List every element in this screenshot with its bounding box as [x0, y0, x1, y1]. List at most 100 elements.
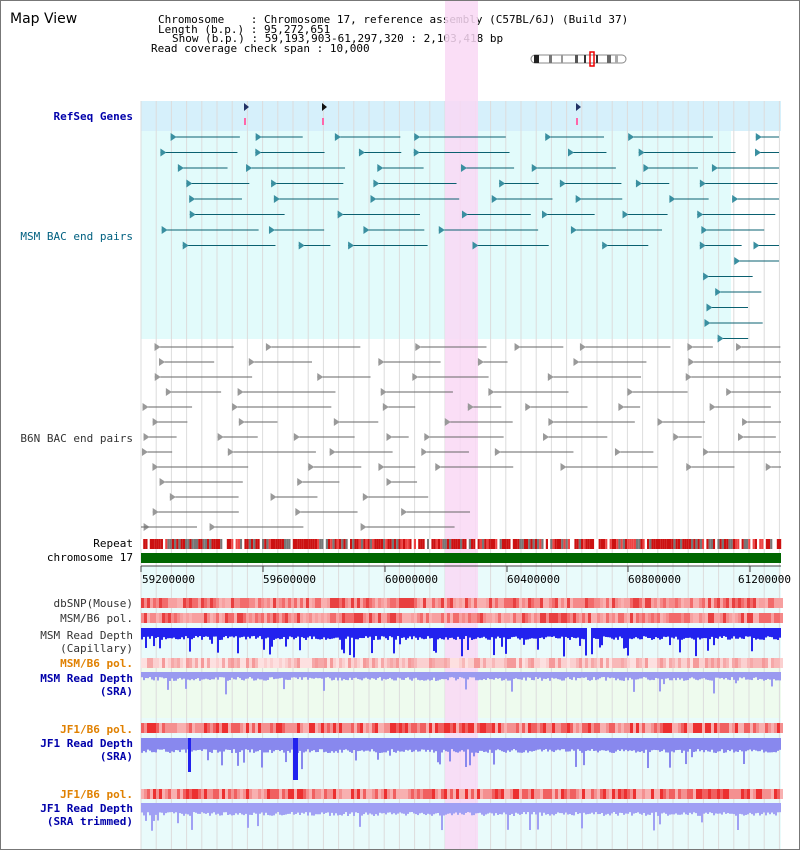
polymorphism-mark: [180, 613, 183, 623]
polymorphism-mark: [198, 789, 201, 799]
read-depth-bar: [689, 738, 691, 750]
read-depth-bar: [229, 803, 231, 815]
read-depth-bar: [499, 803, 501, 815]
polymorphism-mark: [156, 658, 159, 668]
read-depth-bar: [471, 628, 473, 640]
polymorphism-mark: [477, 723, 480, 733]
chromosome-ideogram: [530, 54, 627, 64]
track-label-refseq[interactable]: RefSeq Genes: [53, 110, 133, 123]
track-label-dbsnp[interactable]: dbSNP(Mouse): [53, 597, 133, 610]
polymorphism-mark: [621, 613, 624, 623]
read-depth-bar: [765, 803, 767, 816]
repeat-mark: [743, 539, 746, 549]
read-depth-bar: [571, 803, 573, 816]
repeat-mark: [277, 539, 280, 549]
polymorphism-mark: [708, 613, 711, 623]
read-depth-bar: [749, 672, 751, 680]
chromosome-bar: [141, 553, 781, 563]
read-depth-bar: [437, 738, 439, 763]
read-depth-bar: [629, 738, 631, 751]
read-depth-bar: [381, 803, 383, 814]
track-label-b6n-bac[interactable]: B6N BAC end pairs: [20, 432, 133, 445]
b6n-bac-end: [248, 358, 255, 366]
ideogram-band: [615, 55, 618, 63]
polymorphism-mark: [195, 658, 198, 668]
polymorphism-mark: [480, 789, 483, 799]
read-depth-bar: [617, 803, 619, 816]
read-depth-bar: [175, 738, 177, 750]
read-depth-bar: [587, 738, 589, 751]
read-depth-bar: [385, 803, 387, 815]
read-depth-bar: [347, 803, 349, 816]
read-depth-bar: [641, 803, 643, 815]
read-depth-bar: [707, 672, 709, 680]
read-depth-bar: [393, 803, 395, 814]
read-depth-bar: [631, 628, 633, 640]
track-label-msm-depth-sra[interactable]: MSM Read Depth: [40, 672, 133, 685]
track-label-jf1-b6-pol[interactable]: JF1/B6 pol.: [60, 723, 133, 736]
read-depth-bar: [593, 803, 595, 815]
read-depth-bar: [191, 628, 193, 640]
msm-bac-end: [161, 226, 168, 234]
polymorphism-mark: [771, 658, 774, 668]
read-depth-bar: [537, 672, 539, 679]
polymorphism-mark: [666, 658, 669, 668]
msm-bac-end: [358, 148, 365, 157]
polymorphism-mark: [573, 613, 576, 623]
polymorphism-mark: [552, 598, 555, 608]
polymorphism-mark: [369, 598, 372, 608]
read-depth-bar: [309, 672, 311, 678]
read-depth-bar: [407, 738, 409, 751]
read-depth-bar: [343, 672, 345, 680]
track-label-repeat[interactable]: Repeat: [93, 537, 133, 550]
read-depth-bar: [617, 672, 619, 679]
polymorphism-mark: [372, 598, 375, 608]
polymorphism-mark: [438, 613, 441, 623]
polymorphism-mark: [564, 613, 567, 623]
polymorphism-mark: [642, 613, 645, 623]
track-label-jf1-b6-pol-trim[interactable]: JF1/B6 pol.: [60, 788, 133, 801]
polymorphism-mark: [585, 613, 588, 623]
b6n-bac-end: [742, 418, 749, 426]
read-depth-bar: [181, 672, 183, 680]
track-label-jf1-depth-trim[interactable]: JF1 Read Depth: [40, 802, 133, 815]
read-depth-bar: [193, 738, 195, 751]
polymorphism-mark: [528, 613, 531, 623]
read-depth-bar: [511, 628, 513, 638]
repeat-mark: [400, 539, 403, 549]
polymorphism-mark: [756, 723, 759, 733]
read-depth-bar: [341, 803, 343, 816]
read-depth-bar: [273, 628, 275, 640]
repeat-mark: [323, 539, 326, 549]
track-label-msm-b6-pol-sra[interactable]: MSM/B6 pol.: [60, 657, 133, 670]
polymorphism-mark: [564, 789, 567, 799]
track-label-msm-depth-capillary[interactable]: MSM Read Depth: [40, 629, 133, 642]
polymorphism-mark: [636, 789, 639, 799]
read-depth-bar: [717, 738, 719, 752]
polymorphism-mark: [510, 789, 513, 799]
read-depth-bar: [373, 672, 375, 679]
read-depth-bar: [507, 672, 509, 681]
read-depth-bar: [255, 628, 257, 639]
polymorphism-mark: [315, 658, 318, 668]
polymorphism-mark: [594, 598, 597, 608]
polymorphism-mark: [528, 598, 531, 608]
read-depth-bar: [777, 738, 779, 751]
polymorphism-mark: [543, 789, 546, 799]
ideogram-band: [534, 55, 539, 63]
polymorphism-mark: [762, 789, 765, 799]
read-depth-bar: [505, 803, 507, 815]
polymorphism-mark: [360, 789, 363, 799]
polymorphism-mark: [717, 613, 720, 623]
track-label-chromosome[interactable]: chromosome 17: [46, 551, 133, 564]
track-label-msm-b6-pol[interactable]: MSM/B6 pol.: [60, 612, 133, 625]
polymorphism-mark: [393, 658, 396, 668]
track-label-jf1-depth[interactable]: JF1 Read Depth: [40, 737, 133, 750]
read-depth-bar: [289, 672, 291, 680]
track-label-msm-bac[interactable]: MSM BAC end pairs: [20, 230, 133, 243]
read-depth-bar: [523, 803, 525, 813]
read-depth-bar: [501, 628, 503, 647]
polymorphism-mark: [729, 598, 732, 608]
msm-bac-end: [711, 164, 718, 172]
